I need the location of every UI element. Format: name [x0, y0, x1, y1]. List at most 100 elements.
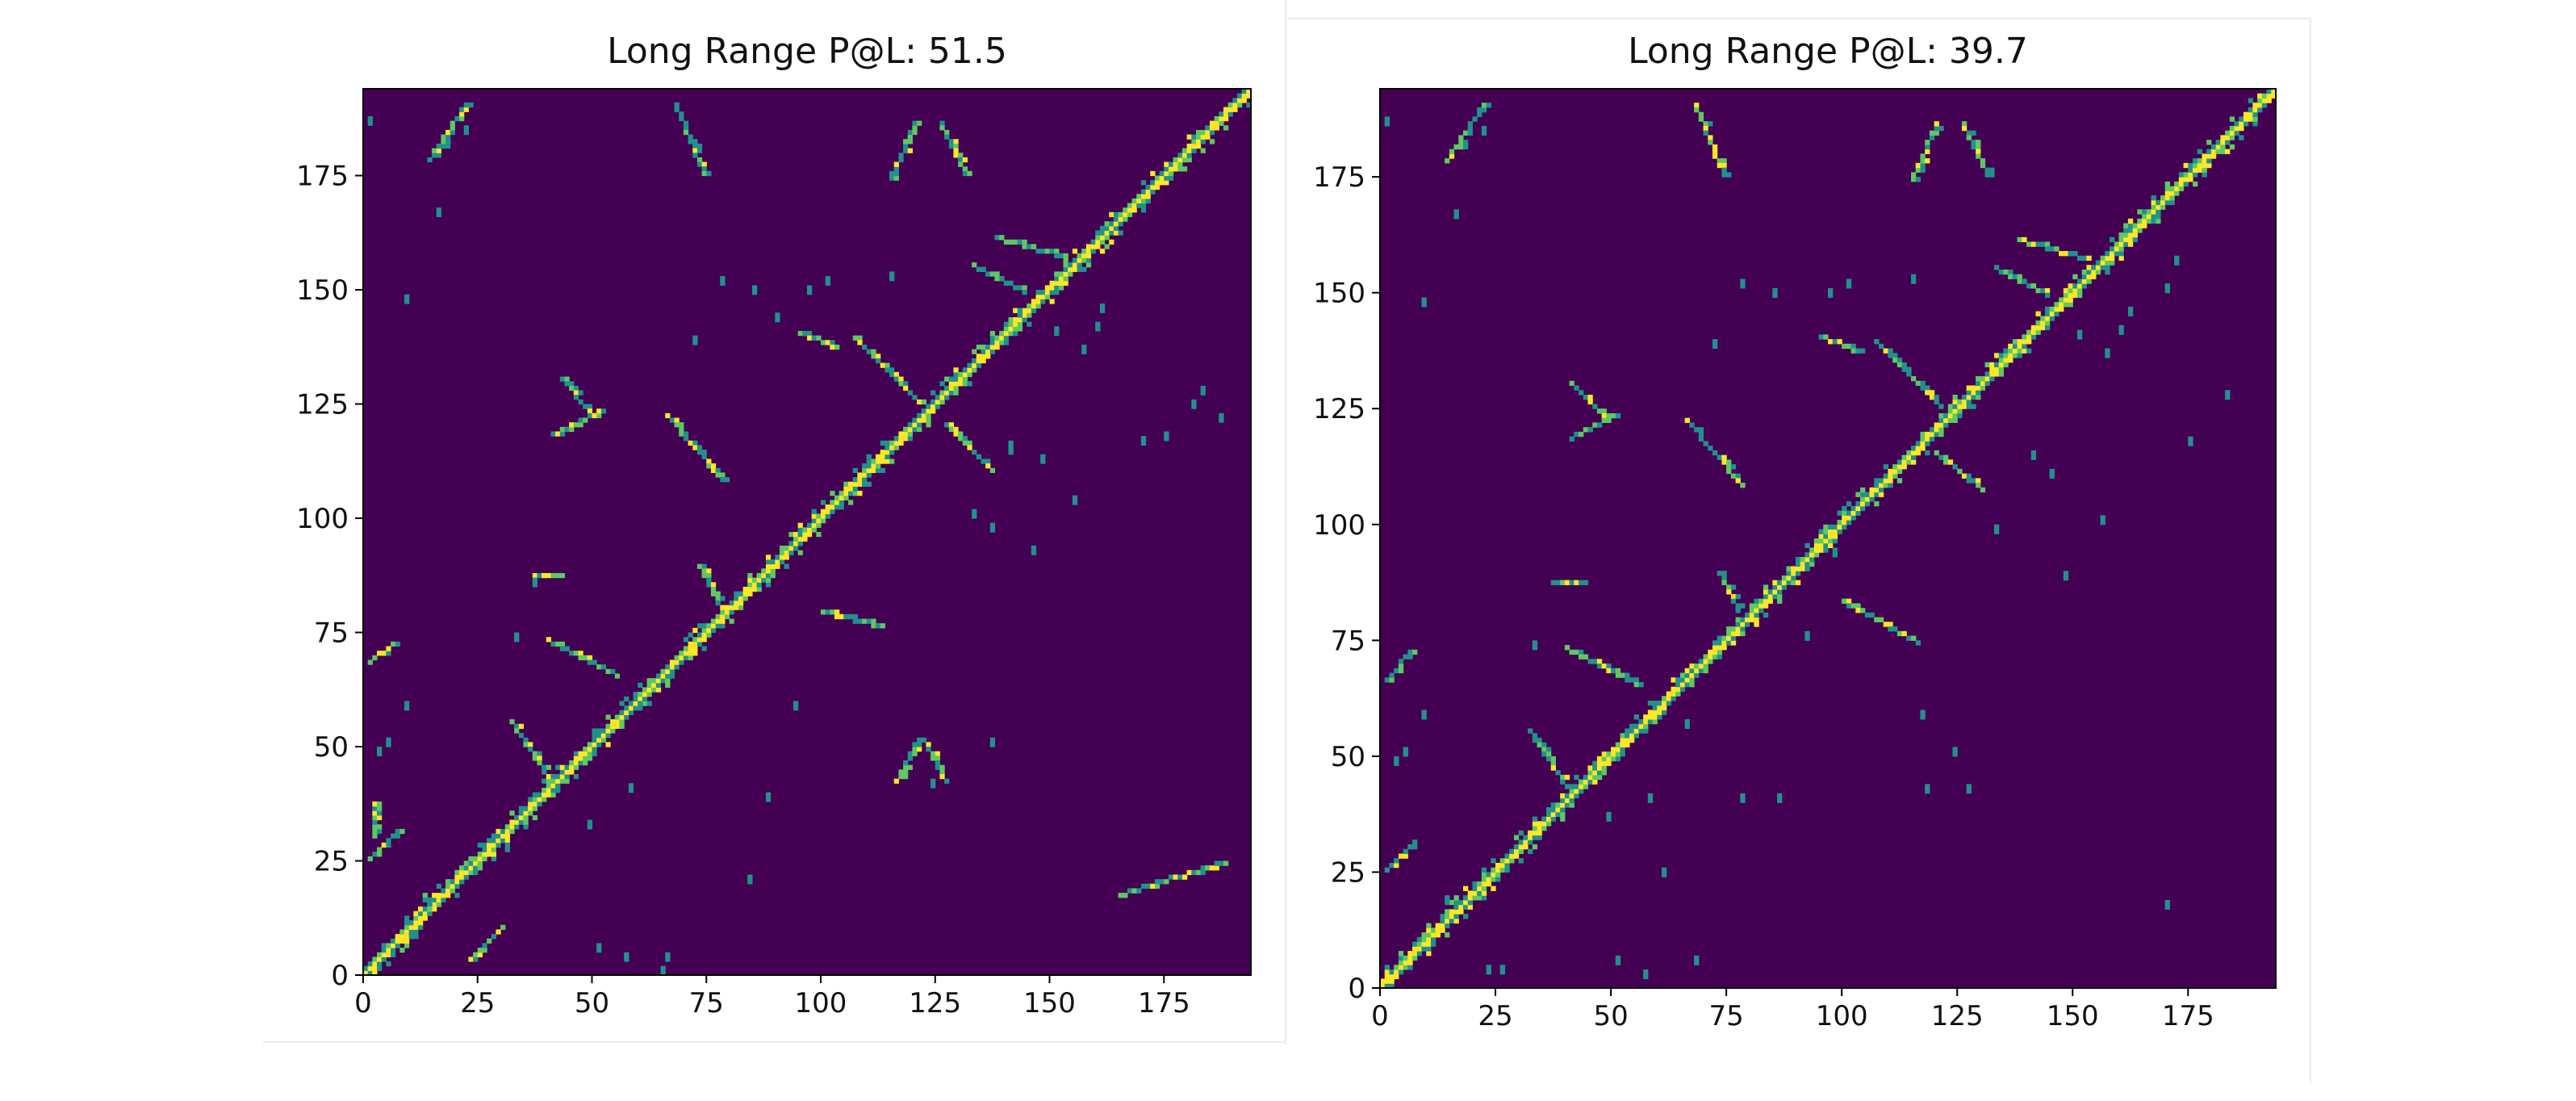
diagonal-cell — [1040, 290, 1046, 295]
diagonal-cell — [1906, 450, 1912, 456]
diagonal-cell — [1745, 622, 1750, 627]
contact-segment-cell — [1044, 249, 1051, 254]
diagonal-cell — [2178, 186, 2185, 191]
diagonal-cell — [976, 362, 982, 368]
diagonal-cell — [1453, 904, 1459, 910]
contact-segment-cell — [1698, 431, 1704, 437]
contact-dot — [1008, 440, 1014, 446]
diagonal-cell — [1518, 830, 1524, 836]
diagonal-cell — [1993, 366, 2000, 372]
diagonal-cell — [830, 504, 835, 510]
diagonal-cell — [2059, 302, 2064, 308]
contact-segment-cell — [1883, 622, 1888, 627]
x-tick-label: 125 — [909, 987, 961, 1019]
diagonal-cell — [1177, 161, 1183, 167]
diagonal-cell — [1416, 951, 1423, 957]
contact-segment-cell — [1550, 765, 1556, 771]
contact-segment-cell — [701, 572, 707, 579]
diagonal-cell — [1205, 134, 1211, 140]
diagonal-cell — [1666, 696, 1672, 701]
diagonal-cell — [491, 842, 496, 848]
contact-segment-cell — [917, 399, 922, 405]
diagonal-cell — [1545, 816, 1552, 822]
diagonal-cell — [413, 934, 419, 940]
contact-segment-cell — [1980, 487, 1986, 493]
contact-dot — [2188, 441, 2193, 446]
contact-dot — [2118, 324, 2124, 331]
contact-segment-cell — [1481, 103, 1487, 108]
diagonal-cell — [660, 673, 666, 679]
contact-segment-cell — [1828, 339, 1834, 345]
contact-segment-cell — [1896, 358, 1903, 363]
diagonal-cell — [1058, 276, 1064, 282]
diagonal-cell — [1227, 111, 1233, 117]
contact-dot — [1219, 417, 1224, 423]
diagonal-cell — [838, 504, 844, 510]
diagonal-cell — [454, 883, 460, 890]
contact-segment-cell — [1168, 874, 1174, 880]
diagonal-cell — [2151, 195, 2156, 201]
diagonal-cell — [1717, 645, 1722, 651]
diagonal-cell — [592, 737, 597, 743]
contact-segment-cell — [893, 175, 899, 181]
diagonal-cell — [1394, 965, 1399, 970]
diagonal-cell — [1781, 580, 1788, 585]
y-tick-label: 125 — [296, 389, 349, 421]
diagonal-cell — [1227, 102, 1233, 108]
diagonal-cell — [1643, 728, 1649, 734]
diagonal-cell — [514, 814, 520, 821]
diagonal-cell — [953, 385, 959, 391]
contact-dot — [1606, 811, 1612, 818]
contact-segment-cell — [592, 412, 597, 419]
contact-segment-cell — [1925, 385, 1930, 391]
contact-segment-cell — [692, 143, 698, 149]
diagonal-cell — [610, 723, 616, 729]
diagonal-cell — [797, 527, 803, 533]
diagonal-cell — [1458, 909, 1464, 915]
contact-dot — [2105, 348, 2110, 354]
diagonal-cell — [614, 723, 621, 729]
diagonal-cell — [477, 852, 483, 857]
diagonal-cell — [843, 491, 849, 496]
contact-segment-cell — [903, 143, 909, 149]
contact-dot — [532, 577, 538, 583]
contact-dot — [1920, 710, 1926, 715]
contact-segment-cell — [912, 120, 918, 126]
diagonal-cell — [1477, 885, 1482, 891]
contact-segment-cell — [377, 651, 383, 656]
diagonal-cell — [1384, 978, 1390, 984]
diagonal-cell — [1550, 807, 1556, 813]
contact-dot — [1081, 349, 1087, 354]
contact-segment-cell — [692, 148, 698, 153]
diagonal-cell — [2127, 228, 2134, 233]
diagonal-cell — [1421, 936, 1427, 943]
diagonal-cell — [1412, 941, 1418, 947]
diagonal-cell — [972, 349, 977, 354]
contact-dot — [1164, 436, 1169, 442]
diagonal-cell — [1684, 682, 1690, 688]
diagonal-cell — [1952, 417, 1958, 423]
contact-segment-cell — [1214, 860, 1219, 866]
diagonal-cell — [1550, 802, 1556, 808]
diagonal-cell — [1518, 848, 1524, 855]
contact-dot — [1532, 645, 1538, 651]
diagonal-cell — [500, 838, 506, 844]
contact-segment-cell — [1915, 167, 1922, 173]
diagonal-cell — [463, 869, 469, 876]
contact-segment-cell — [614, 673, 621, 679]
contact-dot — [1099, 308, 1106, 313]
diagonal-cell — [981, 354, 986, 359]
contact-segment-cell — [445, 129, 451, 136]
contact-dot — [386, 742, 391, 747]
diagonal-cell — [1394, 973, 1399, 980]
contact-segment-cell — [1842, 598, 1847, 604]
contact-segment-cell — [696, 563, 703, 569]
contact-segment-cell — [1929, 394, 1935, 400]
diagonal-cell — [989, 344, 996, 350]
diagonal-cell — [953, 371, 959, 378]
diagonal-cell — [642, 696, 648, 701]
diagonal-cell — [1481, 867, 1487, 873]
diagonal-cell — [1993, 353, 2000, 358]
diagonal-cell — [1892, 468, 1898, 475]
